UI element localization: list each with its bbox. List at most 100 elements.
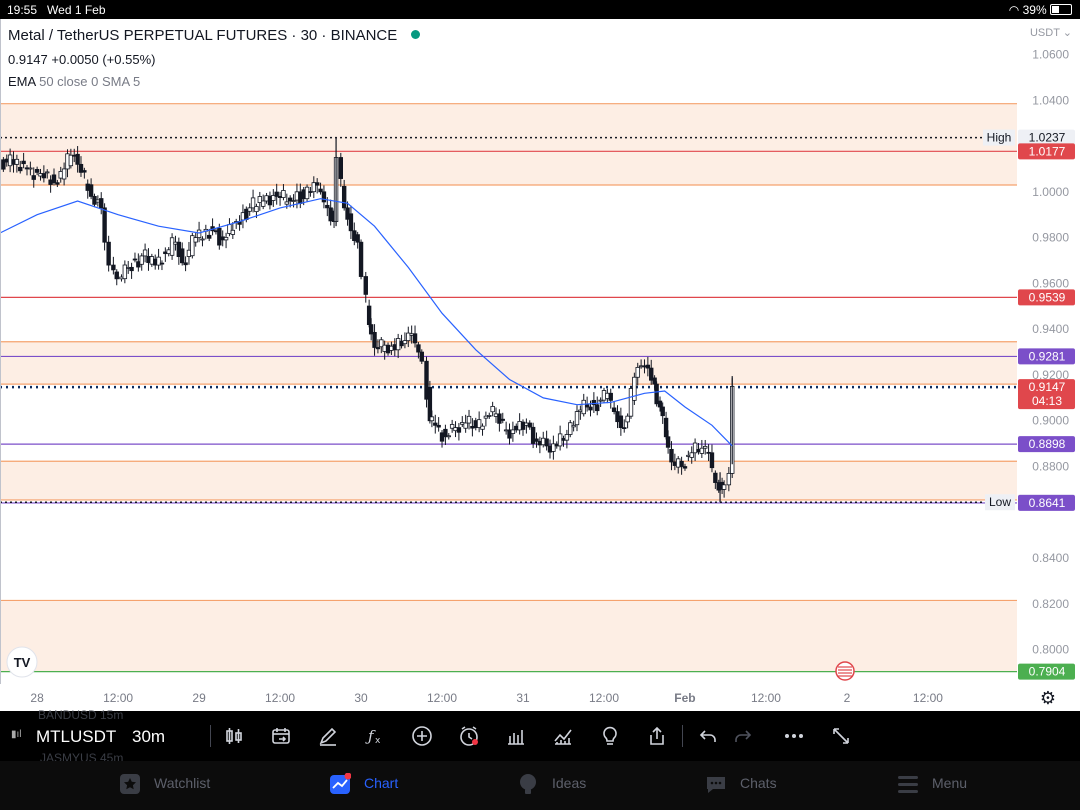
candle: [669, 448, 674, 463]
candle: [692, 442, 698, 454]
candle: [142, 249, 148, 257]
candle: [574, 411, 580, 426]
price-tick: 0.8400: [1032, 551, 1069, 565]
indicator-params: 50 close 0 SMA 5: [39, 74, 141, 89]
price-label: 0.8898: [1029, 437, 1066, 451]
price-label-bg: [1018, 494, 1075, 511]
chart-legend: Metal / TetherUS PERPETUAL FUTURES · 30 …: [8, 27, 421, 89]
price-label-bg: [1018, 436, 1075, 453]
indicator-name[interactable]: EMA: [8, 74, 36, 89]
calendar-replay-icon[interactable]: [268, 723, 294, 749]
candle: [271, 195, 276, 201]
candle: [274, 191, 279, 197]
price-tick: 1.0600: [1032, 47, 1069, 61]
candle: [55, 182, 60, 185]
tab-watchlist-label: Watchlist: [154, 775, 211, 791]
candle: [427, 386, 433, 422]
ema-line[interactable]: [0, 198, 733, 447]
time-tick: 30: [354, 691, 368, 705]
candle: [709, 452, 715, 469]
candle: [551, 443, 556, 452]
candle: [114, 271, 119, 280]
candle: [721, 484, 727, 490]
candle: [183, 262, 188, 266]
price-label: 1.0237: [1029, 131, 1066, 145]
price-tick: 0.9600: [1032, 276, 1069, 290]
candle: [348, 213, 354, 232]
candle: [111, 264, 116, 271]
tradingview-logo-icon[interactable]: [6, 646, 38, 678]
time-tick: 12:00: [913, 691, 943, 705]
candle: [456, 427, 462, 433]
price-label: 0.9539: [1029, 290, 1066, 304]
status-indicators: ◠ 39%: [1009, 3, 1072, 17]
candle: [500, 418, 505, 421]
candle: [368, 324, 374, 335]
candle: [483, 415, 489, 419]
candle: [433, 422, 438, 426]
support-resistance-zone: [0, 600, 1017, 672]
lightbulb-icon: [520, 774, 536, 794]
us-flag-event-icon[interactable]: [835, 661, 855, 681]
candle: [632, 376, 637, 401]
settings-gear-icon[interactable]: ⚙: [1040, 688, 1056, 709]
legend-change: +0.0050 (+0.55%): [51, 52, 156, 67]
candle: [568, 422, 573, 435]
add-plus-icon[interactable]: [409, 723, 435, 749]
legend-price: 0.9147: [8, 52, 48, 67]
undo-icon[interactable]: [695, 723, 721, 749]
candle: [544, 438, 549, 447]
candle-type-icon[interactable]: [221, 723, 247, 749]
candle: [449, 424, 455, 429]
candle: [375, 347, 381, 350]
candle: [190, 235, 195, 257]
lightbulb-icon[interactable]: [597, 723, 623, 749]
candle: [281, 190, 286, 198]
price-tick: 0.8200: [1032, 597, 1069, 611]
candle: [657, 400, 663, 408]
candle: [679, 460, 684, 467]
candle: [412, 333, 418, 344]
price-label-bg: [1018, 379, 1075, 410]
candle: [341, 185, 347, 209]
price-label: 0.9147: [1029, 380, 1066, 394]
price-label-bg: [1018, 348, 1075, 365]
bar-chart-icon[interactable]: [503, 723, 529, 749]
candle: [358, 241, 364, 277]
alert-clock-icon[interactable]: [456, 723, 482, 749]
more-options-icon[interactable]: [781, 723, 807, 749]
candle: [713, 472, 718, 483]
candle: [424, 360, 429, 400]
watchlist-ghost-above: BANDUSD 15m: [38, 708, 124, 722]
candle: [480, 425, 485, 430]
candle: [419, 351, 424, 362]
candle: [355, 234, 360, 243]
candle: [416, 344, 421, 353]
candle: [21, 160, 26, 165]
candle: [429, 416, 435, 422]
timeframe-button[interactable]: 30m: [132, 727, 166, 746]
share-icon[interactable]: [644, 723, 670, 749]
candle: [14, 158, 20, 165]
symbol-title[interactable]: Metal / TetherUS PERPETUAL FUTURES · 30 …: [8, 27, 398, 44]
candle: [618, 415, 624, 429]
candle: [534, 438, 539, 442]
redo-icon[interactable]: [730, 723, 756, 749]
candle: [649, 367, 654, 381]
battery-percent: 39%: [1022, 3, 1047, 17]
candle: [608, 392, 613, 401]
candle: [284, 201, 290, 205]
drawing-pen-icon[interactable]: [315, 723, 341, 749]
candle: [122, 264, 128, 280]
fullscreen-icon[interactable]: [828, 723, 854, 749]
candle: [132, 258, 138, 261]
time-tick: 12:00: [751, 691, 781, 705]
time-tick: 12:00: [265, 691, 295, 705]
candle: [466, 415, 472, 424]
symbol-button[interactable]: MTLUSDT: [36, 727, 117, 746]
candle: [247, 207, 252, 212]
templates-icon[interactable]: [550, 723, 576, 749]
time-tick: 12:00: [427, 691, 457, 705]
